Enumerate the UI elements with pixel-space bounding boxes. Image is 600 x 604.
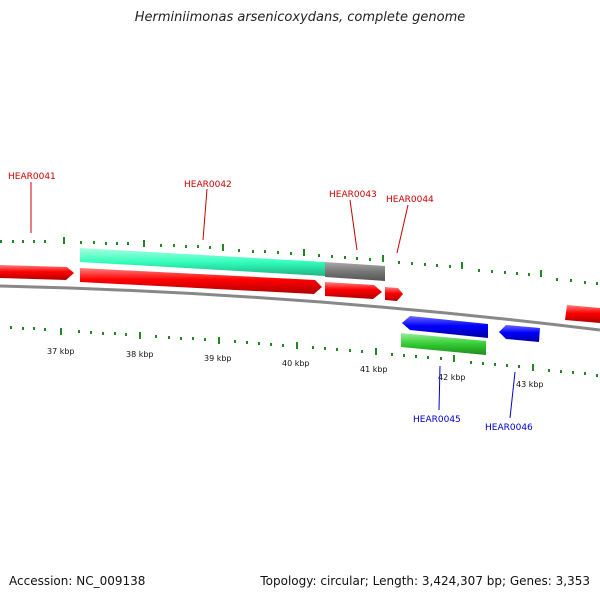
topology-text: Topology: circular; Length: 3,424,307 bp… <box>260 574 590 588</box>
accession-text: Accession: NC_009138 <box>9 574 146 588</box>
gene-hear0044-feature[interactable] <box>385 287 403 301</box>
gene-label-hear0044[interactable]: HEAR0044 <box>386 195 434 205</box>
gene-hear0043-feature[interactable] <box>325 282 382 299</box>
rna-feature-green[interactable] <box>401 333 486 355</box>
gene-hear0045-feature[interactable] <box>402 316 488 338</box>
scale-label-37: 37 kbp <box>47 347 75 356</box>
genome-backbone <box>0 284 600 332</box>
gene-label-hear0046[interactable]: HEAR0046 <box>485 423 533 433</box>
gene-hear0041-feature[interactable] <box>0 265 74 280</box>
gene-label-hear0043[interactable]: HEAR0043 <box>329 190 377 200</box>
scale-label-41: 41 kbp <box>360 365 388 374</box>
gene-label-hear0042[interactable]: HEAR0042 <box>184 180 232 190</box>
scale-label-40: 40 kbp <box>282 359 310 368</box>
rna-feature-teal[interactable] <box>80 248 325 276</box>
upper-tick-track <box>0 237 598 285</box>
scale-label-39: 39 kbp <box>204 354 232 363</box>
scale-label-42: 42 kbp <box>438 373 466 382</box>
label-leader-lines <box>30 182 516 419</box>
scale-label-38: 38 kbp <box>126 350 154 359</box>
genome-title: Herminiimonas arsenicoxydans, complete g… <box>134 10 466 25</box>
lower-tick-track <box>10 326 598 377</box>
gene-hear0042-feature[interactable] <box>80 268 322 294</box>
gene-label-hear0041[interactable]: HEAR0041 <box>8 172 56 182</box>
scale-label-43: 43 kbp <box>516 380 544 389</box>
gene-label-hear0045[interactable]: HEAR0045 <box>413 415 461 425</box>
gene-offscreen-right-feature[interactable] <box>565 305 600 323</box>
gene-labels: HEAR0041 HEAR0042 HEAR0043 HEAR0044 HEAR… <box>8 172 533 433</box>
scale-labels: 37 kbp 38 kbp 39 kbp 40 kbp 41 kbp 42 kb… <box>47 347 544 389</box>
gene-hear0043-feature-gray[interactable] <box>325 262 385 281</box>
gene-hear0046-feature[interactable] <box>499 325 540 342</box>
